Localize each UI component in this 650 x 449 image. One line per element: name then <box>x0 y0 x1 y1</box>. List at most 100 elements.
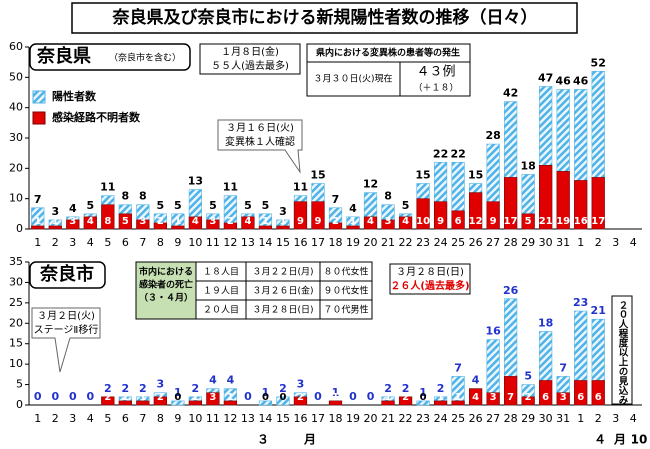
x-tick-label: 27 <box>486 236 500 249</box>
record-date: ３月２８日(日) <box>396 266 464 278</box>
bar-unknown <box>451 210 465 230</box>
value-label: 17 <box>504 216 518 227</box>
x-tick-label: 3 <box>612 236 619 249</box>
value-label: 2 <box>139 382 147 395</box>
value-label: 4 <box>209 374 217 387</box>
value-label: 0 <box>69 390 77 403</box>
bar-unknown <box>48 225 62 230</box>
death-table-title: 感染者の死亡 <box>139 279 193 291</box>
value-label: 28 <box>485 129 500 142</box>
x-tick-label: 4 <box>87 236 94 249</box>
bar-unknown <box>433 400 448 406</box>
x-tick-label: 2 <box>595 236 602 249</box>
value-label: 16 <box>574 216 588 227</box>
bar-unknown <box>311 201 325 230</box>
value-label: 3 <box>490 392 497 403</box>
x-tick-label: 6 <box>122 412 129 425</box>
y-tick-label: 50 <box>9 70 23 83</box>
bar-unknown <box>241 216 255 230</box>
bar-total <box>171 400 185 406</box>
value-label: 1 <box>279 216 286 227</box>
x-tick-label: 14 <box>258 412 272 425</box>
value-label: 4 <box>402 216 409 227</box>
callout <box>31 307 101 373</box>
y-tick-label: 5 <box>16 378 23 391</box>
bar-unknown <box>206 392 220 406</box>
value-label: 11 <box>100 181 115 194</box>
value-label: 4 <box>367 216 374 227</box>
callout-text: 変異株１人確認 <box>225 135 295 148</box>
x-tick-label: 5 <box>104 412 111 425</box>
value-label: 2 <box>104 392 111 403</box>
value-label: 2 <box>122 382 130 395</box>
x-tick-label: 1 <box>34 236 41 249</box>
bar-unknown <box>83 216 97 230</box>
legend-swatch <box>32 90 46 104</box>
value-label: 11 <box>223 181 238 194</box>
chart-title: 奈良県及び奈良市における新規陽性者数の推移（日々） <box>112 7 538 28</box>
legend-label: 感染経路不明者数 <box>52 110 141 124</box>
bar-unknown <box>556 392 570 406</box>
value-label: 2 <box>332 216 339 227</box>
record-box <box>199 43 301 75</box>
value-label: 6 <box>577 392 584 403</box>
bar-unknown <box>574 380 588 406</box>
value-label: 11 <box>293 181 308 194</box>
value-label: 0 <box>174 392 181 403</box>
value-label: 2 <box>104 382 112 395</box>
x-tick-label: 19 <box>346 412 360 425</box>
value-label: 4 <box>472 374 480 387</box>
x-tick-label: 3 <box>69 236 76 249</box>
y-tick-label: 15 <box>9 337 23 350</box>
value-label: 5 <box>122 216 129 227</box>
month-label: ３ <box>257 433 269 447</box>
y-tick-label: 0 <box>16 398 23 411</box>
x-tick-label: 22 <box>399 236 413 249</box>
value-label: 12 <box>363 178 378 191</box>
variant-date: ３月３０日(火)現在 <box>313 73 392 85</box>
x-tick-label: 11 <box>206 236 220 249</box>
value-label: 2 <box>402 382 410 395</box>
value-label: 9 <box>490 216 497 227</box>
callout-text: ステージⅡ移行 <box>34 323 99 336</box>
bar-unknown <box>433 201 448 230</box>
value-label: 2 <box>157 392 164 403</box>
variant-count: ４３例 <box>416 65 455 80</box>
legend-swatch <box>32 111 46 125</box>
panel-title: 奈良県 <box>36 45 91 67</box>
y-tick-label: 60 <box>9 40 23 53</box>
value-label: 2 <box>437 382 445 395</box>
death-table-cell: ３月２２日(月) <box>252 267 313 278</box>
value-label: 4 <box>227 374 235 387</box>
x-tick-label: 8 <box>157 236 164 249</box>
bar-unknown <box>574 180 588 230</box>
value-label: 2 <box>525 392 532 403</box>
callout-text: ３月２日(火) <box>37 310 95 322</box>
x-tick-label: 4 <box>630 412 637 425</box>
x-tick-label: 14 <box>258 236 272 249</box>
value-label: 1 <box>52 216 59 227</box>
y-tick-label: 35 <box>9 255 23 268</box>
x-tick-label: 29 <box>521 412 535 425</box>
value-label: 6 <box>595 392 602 403</box>
bar-unknown <box>521 396 535 406</box>
bar-unknown <box>539 165 553 230</box>
value-label: 8 <box>139 190 147 203</box>
value-label: 4 <box>349 202 357 215</box>
value-label: 2 <box>297 392 304 403</box>
bar-unknown <box>223 222 238 230</box>
value-label: 9 <box>297 216 304 227</box>
x-tick-label: 9 <box>174 412 181 425</box>
death-table-cell: ７０代男性 <box>323 304 368 316</box>
value-label: 22 <box>433 147 448 160</box>
value-label: 23 <box>573 296 588 309</box>
bar-unknown <box>188 400 202 406</box>
x-tick-label: 30 <box>539 236 553 249</box>
value-label: 3 <box>51 205 59 218</box>
value-label: 46 <box>573 74 589 87</box>
y-tick-label: 30 <box>9 131 23 144</box>
value-label: 12 <box>469 216 483 227</box>
x-tick-label: 28 <box>504 412 518 425</box>
x-tick-label: 12 <box>223 236 237 249</box>
